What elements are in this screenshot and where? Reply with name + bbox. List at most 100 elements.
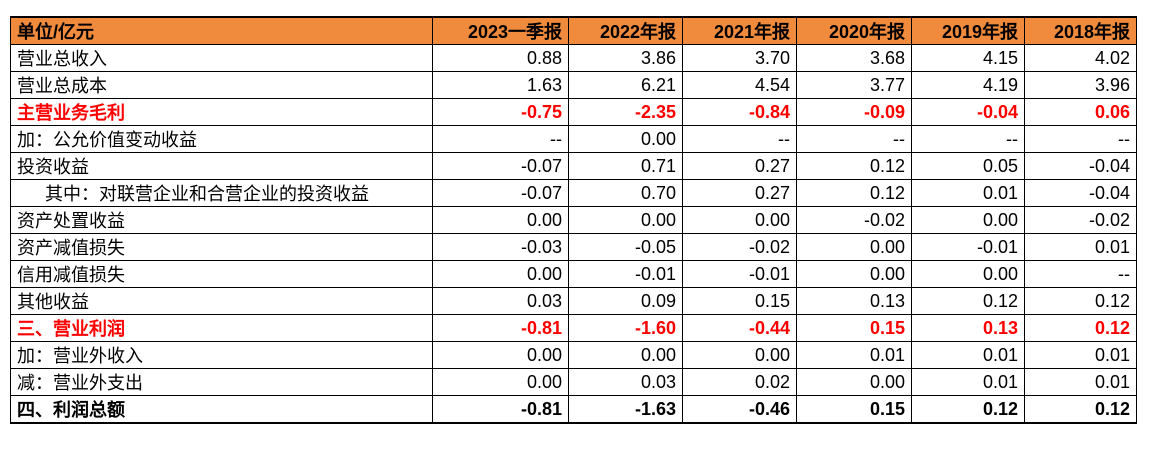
value-cell: 0.00 xyxy=(432,341,569,369)
value-cell: -- xyxy=(796,125,912,153)
value-cell: 3.96 xyxy=(1024,71,1137,99)
value-cell: -0.81 xyxy=(432,395,569,424)
value-cell: 0.13 xyxy=(796,287,912,315)
table-row: 加：营业外收入 0.00 0.00 0.00 0.01 0.01 0.01 xyxy=(10,341,1137,369)
value-cell: 0.27 xyxy=(682,179,797,207)
value-cell: 0.88 xyxy=(432,44,569,72)
value-cell: -0.84 xyxy=(682,98,797,126)
value-cell: 0.13 xyxy=(911,314,1025,342)
income-statement-table: 单位/亿元 2023一季报 2022年报 2021年报 2020年报 2019年… xyxy=(10,16,1137,424)
value-cell: -0.01 xyxy=(682,260,797,288)
value-cell: 0.12 xyxy=(796,152,912,180)
value-cell: 0.01 xyxy=(1024,341,1137,369)
value-cell: -0.01 xyxy=(911,233,1025,261)
table-row: 主营业务毛利 -0.75 -2.35 -0.84 -0.09 -0.04 0.06 xyxy=(10,98,1137,126)
period-header: 2021年报 xyxy=(682,16,797,45)
value-cell: 0.06 xyxy=(1024,98,1137,126)
table-row: 加：公允价值变动收益 -- 0.00 -- -- -- -- xyxy=(10,125,1137,153)
value-cell: 0.00 xyxy=(682,341,797,369)
table-row: 营业总收入 0.88 3.86 3.70 3.68 4.15 4.02 xyxy=(10,44,1137,72)
value-cell: 0.15 xyxy=(682,287,797,315)
row-label: 营业总成本 xyxy=(10,71,433,99)
value-cell: 0.01 xyxy=(911,341,1025,369)
value-cell: -1.60 xyxy=(568,314,683,342)
value-cell: 0.00 xyxy=(568,125,683,153)
value-cell: -0.75 xyxy=(432,98,569,126)
value-cell: 0.01 xyxy=(911,179,1025,207)
row-label: 其他收益 xyxy=(10,287,433,315)
row-label: 资产处置收益 xyxy=(10,206,433,234)
value-cell: -0.07 xyxy=(432,152,569,180)
value-cell: 0.00 xyxy=(911,206,1025,234)
value-cell: -- xyxy=(682,125,797,153)
value-cell: -0.03 xyxy=(432,233,569,261)
value-cell: 0.12 xyxy=(911,287,1025,315)
value-cell: 0.15 xyxy=(796,314,912,342)
table-row: 其中：对联营企业和合营企业的投资收益 -0.07 0.70 0.27 0.12 0.01-… xyxy=(10,179,1137,207)
period-header: 2022年报 xyxy=(568,16,683,45)
value-cell: -- xyxy=(1024,260,1137,288)
value-cell: 0.01 xyxy=(1024,368,1137,396)
value-cell: -0.44 xyxy=(682,314,797,342)
value-cell: 0.00 xyxy=(568,341,683,369)
value-cell: 3.68 xyxy=(796,44,912,72)
row-label: 减：营业外支出 xyxy=(10,368,433,396)
value-cell: 0.71 xyxy=(568,152,683,180)
value-cell: -0.04 xyxy=(1024,179,1137,207)
value-cell: 0.12 xyxy=(1024,395,1137,424)
value-cell: -0.02 xyxy=(682,233,797,261)
value-cell: 4.15 xyxy=(911,44,1025,72)
period-header: 2020年报 xyxy=(796,16,912,45)
value-cell: 0.00 xyxy=(432,260,569,288)
financial-table-container: 单位/亿元 2023一季报 2022年报 2021年报 2020年报 2019年… xyxy=(10,16,1137,424)
value-cell: 0.27 xyxy=(682,152,797,180)
unit-label-header: 单位/亿元 xyxy=(10,16,433,45)
value-cell: -1.63 xyxy=(568,395,683,424)
value-cell: -- xyxy=(1024,125,1137,153)
value-cell: -0.04 xyxy=(1024,152,1137,180)
row-label: 营业总收入 xyxy=(10,44,433,72)
value-cell: 4.02 xyxy=(1024,44,1137,72)
value-cell: -0.81 xyxy=(432,314,569,342)
period-header: 2018年报 xyxy=(1024,16,1137,45)
value-cell: 0.00 xyxy=(796,260,912,288)
row-label: 信用减值损失 xyxy=(10,260,433,288)
table-row: 其他收益 0.03 0.09 0.15 0.13 0.12 0.12 xyxy=(10,287,1137,315)
value-cell: -- xyxy=(911,125,1025,153)
value-cell: 0.01 xyxy=(911,368,1025,396)
value-cell: 0.01 xyxy=(1024,233,1137,261)
table-row: 投资收益 -0.07 0.71 0.27 0.12 0.05 -0.04 xyxy=(10,152,1137,180)
row-label: 四、利润总额 xyxy=(10,395,433,424)
value-cell: 0.01 xyxy=(796,341,912,369)
value-cell: 3.86 xyxy=(568,44,683,72)
value-cell: 0.09 xyxy=(568,287,683,315)
value-cell: -0.04 xyxy=(911,98,1025,126)
value-cell: 3.77 xyxy=(796,71,912,99)
value-cell: -- xyxy=(432,125,569,153)
row-label: 主营业务毛利 xyxy=(10,98,433,126)
value-cell: 0.12 xyxy=(1024,314,1137,342)
value-cell: 0.00 xyxy=(432,206,569,234)
value-cell: -0.07 xyxy=(432,179,569,207)
value-cell: 0.70 xyxy=(568,179,683,207)
value-cell: 0.15 xyxy=(796,395,912,424)
table-row: 四、利润总额 -0.81 -1.63 -0.46 0.15 0.12 0.12 xyxy=(10,395,1137,424)
value-cell: 4.54 xyxy=(682,71,797,99)
value-cell: 0.00 xyxy=(911,260,1025,288)
value-cell: 0.05 xyxy=(911,152,1025,180)
row-label: 其中：对联营企业和合营企业的投资收益 xyxy=(10,179,433,207)
value-cell: 0.03 xyxy=(432,287,569,315)
value-cell: 0.02 xyxy=(682,368,797,396)
row-label: 加：公允价值变动收益 xyxy=(10,125,433,153)
value-cell: -2.35 xyxy=(568,98,683,126)
table-row: 三、营业利润 -0.81 -1.60 -0.44 0.15 0.13 0.12 xyxy=(10,314,1137,342)
value-cell: 0.00 xyxy=(796,233,912,261)
value-cell: 0.12 xyxy=(911,395,1025,424)
value-cell: -0.01 xyxy=(568,260,683,288)
value-cell: 0.00 xyxy=(796,368,912,396)
value-cell: 6.21 xyxy=(568,71,683,99)
value-cell: -0.02 xyxy=(796,206,912,234)
table-row: 减：营业外支出 0.00 0.03 0.02 0.00 0.01 0.01 xyxy=(10,368,1137,396)
header-row: 单位/亿元 2023一季报 2022年报 2021年报 2020年报 2019年… xyxy=(10,16,1137,45)
table-row: 资产处置收益 0.00 0.00 0.00 -0.02 0.00 -0.02 xyxy=(10,206,1137,234)
